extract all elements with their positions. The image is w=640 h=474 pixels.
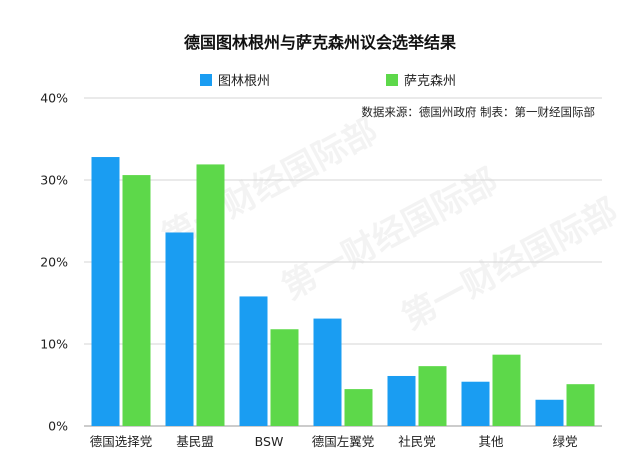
bar (461, 381, 490, 426)
legend-label: 图林根州 (218, 74, 270, 89)
x-category-label: 绿党 (552, 434, 577, 449)
x-category-label: 其他 (478, 434, 504, 449)
bar (492, 354, 521, 426)
bar (313, 318, 342, 426)
watermark-layer: 第一财经国际部第一财经国际部第一财经国际部 (155, 111, 624, 338)
legend-swatch (386, 74, 398, 86)
bar (239, 296, 268, 426)
x-category-label: 德国左翼党 (312, 434, 375, 449)
y-tick-label: 40% (40, 91, 68, 106)
legend-label: 萨克森州 (404, 74, 456, 89)
y-tick-label: 30% (40, 173, 68, 188)
bar (387, 375, 416, 426)
y-axis: 0% 10% 20% 30% 40% (40, 91, 68, 434)
bar (196, 164, 225, 427)
x-category-label: BSW (255, 434, 284, 449)
y-tick-label: 10% (40, 337, 68, 352)
x-category-label: 基民盟 (176, 434, 214, 449)
legend: 图林根州 萨克森州 (200, 74, 456, 89)
bar (91, 157, 120, 427)
bar (165, 232, 194, 426)
bar (418, 366, 447, 426)
bar (122, 175, 151, 426)
bar (566, 384, 595, 426)
y-tick-label: 20% (40, 255, 68, 270)
legend-swatch (200, 74, 212, 86)
bar (270, 329, 299, 426)
x-axis: 德国选择党 基民盟 BSW 德国左翼党 社民党 其他 绿党 (90, 434, 578, 449)
chart-title: 德国图林根州与萨克森州议会选举结果 (184, 33, 456, 52)
bar (535, 399, 564, 426)
x-category-label: 社民党 (398, 434, 436, 449)
x-category-label: 德国选择党 (90, 434, 153, 449)
source-note: 数据来源：德国州政府 制表：第一财经国际部 (361, 105, 595, 119)
y-tick-label: 0% (48, 419, 68, 434)
bars (91, 157, 595, 427)
bar (344, 389, 373, 426)
